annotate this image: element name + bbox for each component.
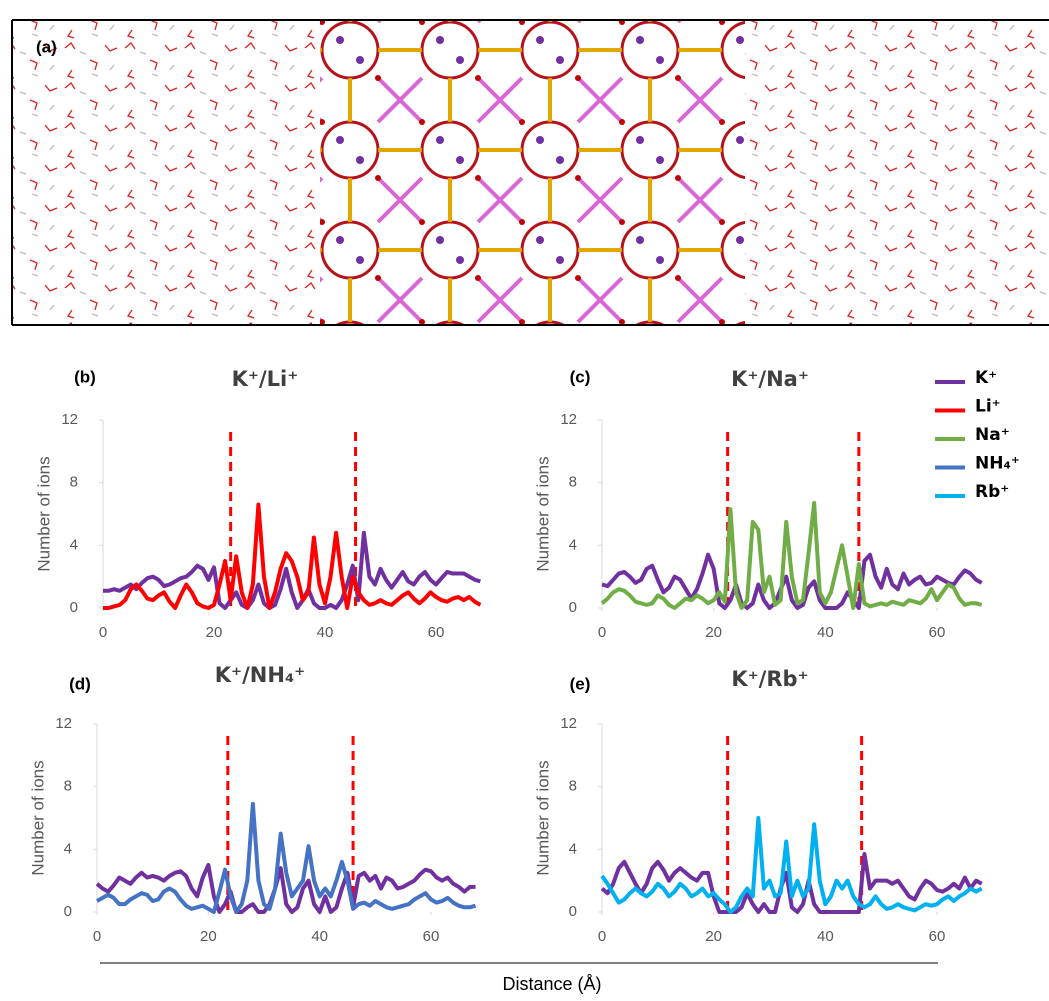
y-axis-label: Number of ions xyxy=(533,456,552,571)
legend-label: Li⁺ xyxy=(975,397,1001,417)
x-tick-label: 40 xyxy=(311,928,328,945)
panel-label: (a) xyxy=(36,37,57,56)
y-axis-label: Number of ions xyxy=(28,760,47,875)
x-tick-label: 20 xyxy=(200,928,217,945)
x-tick-label: 40 xyxy=(817,928,834,945)
y-tick-label: 0 xyxy=(70,599,78,616)
chart-title: K⁺/Li⁺ xyxy=(232,367,299,391)
y-tick-label: 12 xyxy=(560,411,577,428)
series-line xyxy=(103,502,482,610)
legend-label: Na⁺ xyxy=(975,425,1010,445)
x-tick-label: 60 xyxy=(428,624,445,641)
x-tick-label: 0 xyxy=(598,928,606,945)
x-axis-label: Distance (Å) xyxy=(502,974,601,994)
y-tick-label: 4 xyxy=(569,840,577,857)
y-axis-label: Number of ions xyxy=(34,456,53,571)
y-tick-label: 0 xyxy=(569,903,577,920)
x-tick-label: 40 xyxy=(317,624,334,641)
chart-title: K⁺/Rb⁺ xyxy=(731,667,808,691)
x-tick-label: 0 xyxy=(598,624,606,641)
zeolite-slab xyxy=(320,20,745,325)
series-line xyxy=(95,863,476,914)
y-tick-label: 8 xyxy=(70,474,78,491)
x-tick-label: 20 xyxy=(206,624,223,641)
y-tick-label: 8 xyxy=(64,778,72,795)
series-line xyxy=(601,552,983,610)
chart: (e) K⁺/Rb⁺ Number of ions 0 4 8 12 0 20 40 60 xyxy=(533,667,983,945)
y-tick-label: 4 xyxy=(569,536,577,553)
chart: (c) K⁺/Na⁺ Number of ions 0 4 8 12 0 20 40 60 xyxy=(533,367,983,641)
chart: (d) K⁺/NH₄⁺ Number of ions 0 4 8 12 0 20 40 60 xyxy=(28,663,477,945)
legend-label: K⁺ xyxy=(975,368,997,388)
y-axis-label: Number of ions xyxy=(533,760,552,875)
y-tick-label: 8 xyxy=(569,778,577,795)
x-tick-label: 60 xyxy=(423,928,440,945)
x-tick-label: 60 xyxy=(929,624,946,641)
y-tick-label: 4 xyxy=(64,840,72,857)
series-line xyxy=(600,852,983,914)
series-line xyxy=(96,801,477,914)
x-tick-label: 20 xyxy=(705,928,722,945)
y-tick-label: 4 xyxy=(70,536,78,553)
series-line xyxy=(103,530,481,610)
x-tick-label: 60 xyxy=(929,928,946,945)
y-tick-label: 12 xyxy=(55,715,72,732)
y-tick-label: 0 xyxy=(569,599,577,616)
chart-title: K⁺/Na⁺ xyxy=(731,367,809,391)
chart: (b) K⁺/Li⁺ Number of ions 0 4 8 12 0 20 40 60 xyxy=(34,367,482,641)
legend: K⁺ Li⁺ Na⁺ NH₄⁺ Rb⁺ xyxy=(935,368,1020,502)
x-tick-label: 20 xyxy=(705,624,722,641)
cell-box xyxy=(11,19,1049,326)
y-tick-label: 12 xyxy=(61,411,78,428)
series-line xyxy=(600,501,983,610)
x-tick-label: 0 xyxy=(93,928,101,945)
panel-label: (d) xyxy=(69,674,91,693)
legend-label: NH₄⁺ xyxy=(975,454,1020,474)
panel-label: (b) xyxy=(74,367,96,386)
panel-a: (a) xyxy=(11,19,1049,326)
x-tick-label: 0 xyxy=(99,624,107,641)
chart-title: K⁺/NH₄⁺ xyxy=(215,663,305,687)
series-line xyxy=(600,816,983,914)
legend-label: Rb⁺ xyxy=(975,482,1009,502)
y-tick-label: 8 xyxy=(569,474,577,491)
y-tick-label: 0 xyxy=(64,903,72,920)
panel-label: (c) xyxy=(570,367,591,386)
x-tick-label: 40 xyxy=(817,624,834,641)
y-tick-label: 12 xyxy=(560,715,577,732)
panel-label: (e) xyxy=(570,674,591,693)
